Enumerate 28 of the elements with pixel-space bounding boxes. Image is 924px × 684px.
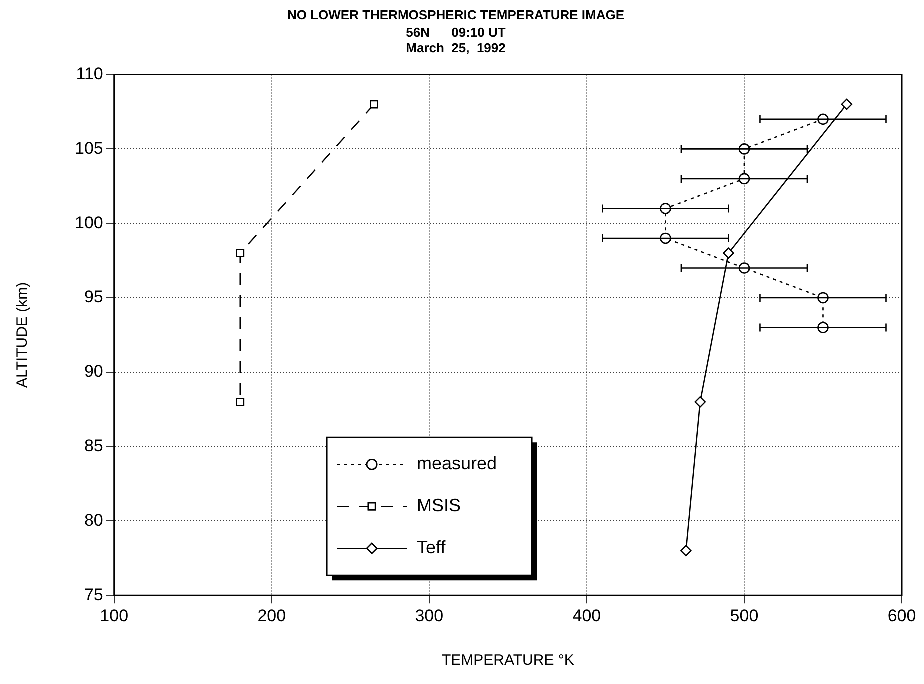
- x-tick-label: 600: [888, 606, 916, 626]
- legend-label: MSIS: [417, 496, 462, 516]
- y-tick-label: 85: [84, 436, 104, 456]
- y-tick-label: 110: [76, 64, 104, 84]
- y-axis-title: ALTITUDE (km): [14, 282, 32, 388]
- y-tick-label: 75: [84, 585, 104, 604]
- point: [370, 100, 378, 109]
- y-tick-label: 95: [84, 288, 104, 307]
- y-tick-label: 105: [74, 138, 104, 158]
- x-tick-label: 400: [572, 606, 602, 626]
- point: [841, 98, 853, 110]
- point: [236, 398, 245, 406]
- legend-label: Teff: [417, 538, 447, 558]
- x-tick-label: 300: [415, 606, 444, 626]
- y-tick-label: 80: [84, 510, 104, 530]
- x-axis-title: TEMPERATURE °K: [442, 652, 574, 670]
- chart-title: NO LOWER THERMOSPHERIC TEMPERATURE IMAGE: [287, 7, 625, 22]
- point: [723, 248, 734, 260]
- legend-label: measured: [417, 454, 498, 474]
- x-tick-label: 500: [730, 606, 759, 626]
- x-tick-label: 100: [100, 606, 129, 626]
- chart-subtitle: 56N 09:10 UT March 25, 1992: [406, 24, 506, 56]
- y-tick-label: 90: [84, 362, 104, 382]
- point: [236, 249, 245, 258]
- x-tick-label: 200: [258, 606, 286, 626]
- point: [694, 396, 706, 408]
- point: [680, 545, 692, 557]
- y-tick-label: 100: [74, 213, 104, 232]
